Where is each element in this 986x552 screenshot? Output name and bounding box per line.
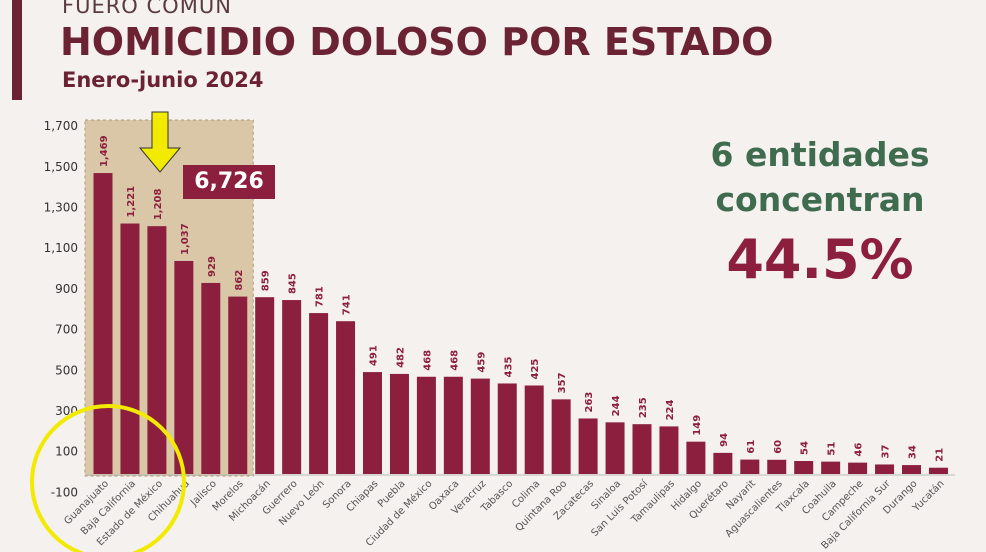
data-label: 54 bbox=[800, 441, 811, 455]
y-tick-label: 1,300 bbox=[44, 200, 78, 214]
bar bbox=[578, 418, 598, 474]
bar bbox=[497, 383, 517, 474]
bar bbox=[147, 226, 167, 474]
y-tick-label: 900 bbox=[55, 282, 78, 296]
subtitle: Enero-junio 2024 bbox=[62, 68, 264, 92]
title-accent-bar bbox=[12, 0, 22, 100]
bar bbox=[470, 378, 490, 474]
data-label: 435 bbox=[503, 357, 514, 378]
concentration-percent: 44.5% bbox=[726, 228, 914, 291]
data-label: 1,469 bbox=[99, 135, 110, 167]
data-label: 781 bbox=[315, 286, 326, 307]
data-label: 37 bbox=[881, 445, 892, 459]
data-label: 235 bbox=[638, 397, 649, 418]
bar bbox=[443, 376, 463, 474]
data-label: 263 bbox=[584, 392, 595, 413]
bar bbox=[875, 464, 895, 474]
bar bbox=[821, 461, 841, 474]
bar bbox=[282, 300, 302, 474]
total-label: 6,726 bbox=[183, 165, 275, 199]
bar bbox=[605, 422, 625, 474]
bar bbox=[848, 462, 868, 474]
y-tick-label: 500 bbox=[55, 363, 78, 377]
data-label: 149 bbox=[692, 415, 703, 436]
y-tick-label: -100 bbox=[51, 485, 78, 499]
bar bbox=[686, 441, 706, 474]
data-label: 929 bbox=[207, 256, 218, 277]
data-label: 224 bbox=[665, 399, 676, 420]
data-label: 94 bbox=[719, 433, 730, 447]
y-tick-label: 1,100 bbox=[44, 241, 78, 255]
data-label: 459 bbox=[476, 352, 487, 373]
bar bbox=[713, 452, 733, 474]
bar bbox=[794, 461, 814, 474]
note-line1: 6 entidades bbox=[710, 135, 930, 174]
data-label: 61 bbox=[746, 440, 757, 454]
data-label: 1,037 bbox=[180, 223, 191, 255]
data-label: 491 bbox=[369, 345, 380, 366]
bar bbox=[524, 385, 544, 474]
data-label: 859 bbox=[261, 270, 272, 291]
data-label: 482 bbox=[395, 347, 406, 368]
bar bbox=[632, 424, 652, 474]
bar bbox=[659, 426, 679, 474]
bar bbox=[228, 296, 248, 474]
data-label: 468 bbox=[422, 350, 433, 371]
bar bbox=[389, 373, 409, 474]
bar bbox=[363, 372, 382, 474]
data-label: 862 bbox=[234, 270, 245, 291]
note-line2: concentran bbox=[715, 180, 925, 219]
bar bbox=[767, 459, 787, 474]
bar bbox=[336, 321, 356, 474]
kicker: FUERO COMÚN bbox=[62, 0, 232, 18]
data-label: 1,208 bbox=[153, 188, 164, 220]
arrow-icon bbox=[138, 111, 182, 173]
bar bbox=[902, 465, 921, 474]
y-tick-label: 100 bbox=[55, 445, 78, 459]
bar bbox=[740, 459, 760, 474]
bar bbox=[255, 297, 275, 474]
data-label: 468 bbox=[449, 350, 460, 371]
data-label: 244 bbox=[611, 395, 622, 416]
data-label: 51 bbox=[827, 442, 838, 456]
bar bbox=[174, 260, 194, 474]
bar bbox=[928, 467, 948, 474]
y-tick-label: 1,500 bbox=[44, 160, 78, 174]
bar bbox=[309, 313, 329, 474]
data-label: 357 bbox=[557, 372, 568, 393]
bar bbox=[93, 173, 113, 474]
highlight-circle bbox=[30, 404, 186, 552]
page-title: HOMICIDIO DOLOSO POR ESTADO bbox=[60, 20, 774, 64]
data-label: 34 bbox=[908, 445, 919, 459]
bar bbox=[201, 282, 221, 474]
data-label: 1,221 bbox=[126, 186, 137, 218]
data-label: 845 bbox=[288, 273, 299, 294]
data-label: 46 bbox=[854, 443, 865, 457]
bar bbox=[551, 399, 571, 474]
data-label: 741 bbox=[342, 294, 353, 315]
y-tick-label: 1,700 bbox=[44, 119, 78, 133]
data-label: 425 bbox=[530, 359, 541, 380]
bar bbox=[120, 223, 140, 474]
bar bbox=[416, 376, 436, 474]
data-label: 21 bbox=[934, 448, 945, 462]
data-label: 60 bbox=[773, 440, 784, 454]
y-tick-label: 700 bbox=[55, 323, 78, 337]
